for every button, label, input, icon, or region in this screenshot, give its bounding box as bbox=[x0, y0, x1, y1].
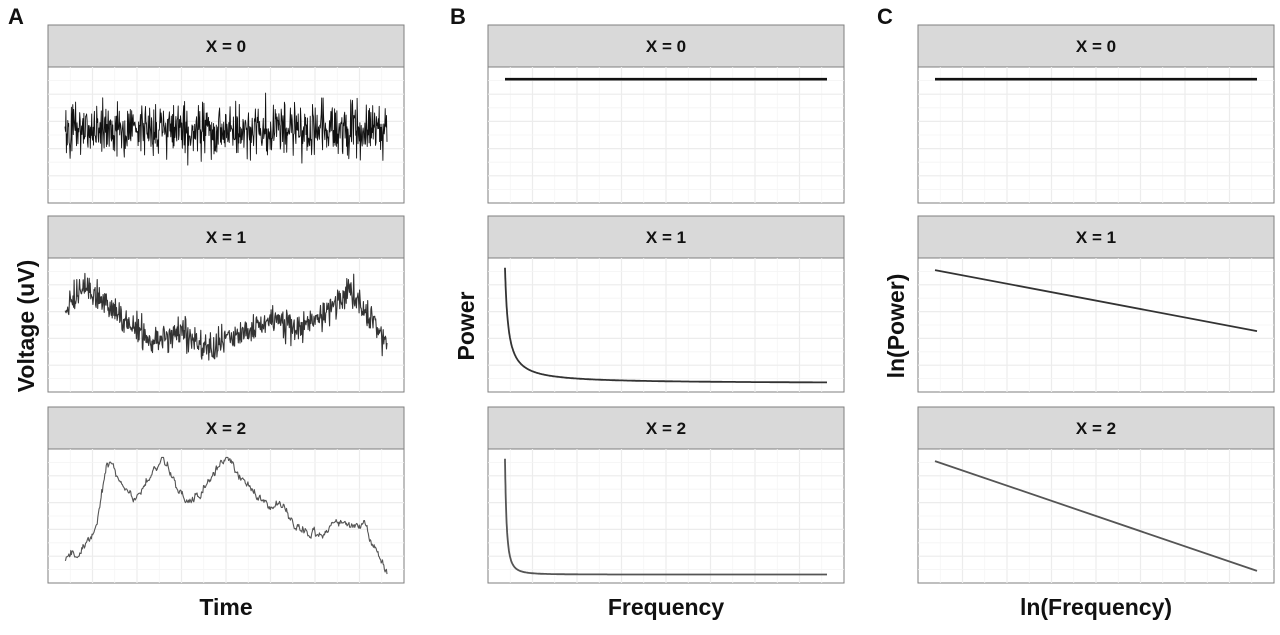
strip-label-b-2: X = 2 bbox=[646, 419, 686, 438]
x-axis-title-a: Time bbox=[199, 594, 252, 620]
facet-b-1: X = 1 bbox=[487, 215, 845, 393]
strip-c-1 bbox=[917, 215, 1275, 259]
grid-c-1 bbox=[918, 258, 1274, 392]
y-axis-title-c: ln(Power) bbox=[883, 274, 909, 379]
strip-label-c-1: X = 1 bbox=[1076, 228, 1116, 247]
facet-b-0: X = 0 bbox=[487, 24, 845, 204]
trace-a-2 bbox=[64, 456, 388, 575]
facet-a-1: X = 1 bbox=[47, 215, 405, 393]
y-axis-title-b: Power bbox=[453, 291, 479, 360]
strip-label-c-2: X = 2 bbox=[1076, 419, 1116, 438]
trace-a-1 bbox=[64, 272, 388, 361]
strip-b-1 bbox=[487, 215, 845, 259]
grid-b-1 bbox=[488, 258, 844, 392]
trace-b-1 bbox=[504, 267, 827, 384]
grid-a-2 bbox=[48, 449, 404, 583]
strip-a-0 bbox=[47, 24, 405, 68]
panel-label-a: A bbox=[8, 4, 24, 29]
facet-c-2: X = 2 bbox=[917, 406, 1275, 584]
strip-c-0 bbox=[917, 24, 1275, 68]
grid-c-0 bbox=[918, 67, 1274, 203]
facet-a-0: X = 0 bbox=[47, 24, 405, 204]
x-axis-title-c: ln(Frequency) bbox=[1020, 594, 1172, 620]
column-a: X = 0 X = 1 X = 2 Voltage (uV) Time bbox=[13, 24, 405, 620]
trace-a-0 bbox=[64, 92, 388, 166]
column-c: X = 0 X = 1 X = 2 ln(Power) ln(Frequency… bbox=[883, 24, 1275, 620]
strip-label-b-0: X = 0 bbox=[646, 37, 686, 56]
facet-b-2: X = 2 bbox=[487, 406, 845, 584]
y-axis-title-a: Voltage (uV) bbox=[13, 260, 39, 392]
panel-label-c: C bbox=[877, 4, 893, 29]
strip-label-a-1: X = 1 bbox=[206, 228, 246, 247]
trace-c-2 bbox=[934, 460, 1258, 572]
trace-b-2 bbox=[504, 458, 827, 576]
trace-c-1 bbox=[934, 269, 1258, 332]
x-axis-title-b: Frequency bbox=[608, 594, 725, 620]
grid-c-2 bbox=[918, 449, 1274, 583]
strip-label-a-2: X = 2 bbox=[206, 419, 246, 438]
strip-b-2 bbox=[487, 406, 845, 450]
strip-label-a-0: X = 0 bbox=[206, 37, 246, 56]
strip-label-c-0: X = 0 bbox=[1076, 37, 1116, 56]
column-b: X = 0 X = 1 X = 2 Power Frequency bbox=[453, 24, 845, 620]
facet-a-2: X = 2 bbox=[47, 406, 405, 584]
facet-c-1: X = 1 bbox=[917, 215, 1275, 393]
grid-b-0 bbox=[488, 67, 844, 203]
strip-b-0 bbox=[487, 24, 845, 68]
strip-a-2 bbox=[47, 406, 405, 450]
panel-label-b: B bbox=[450, 4, 466, 29]
strip-label-b-1: X = 1 bbox=[646, 228, 686, 247]
facet-c-0: X = 0 bbox=[917, 24, 1275, 204]
